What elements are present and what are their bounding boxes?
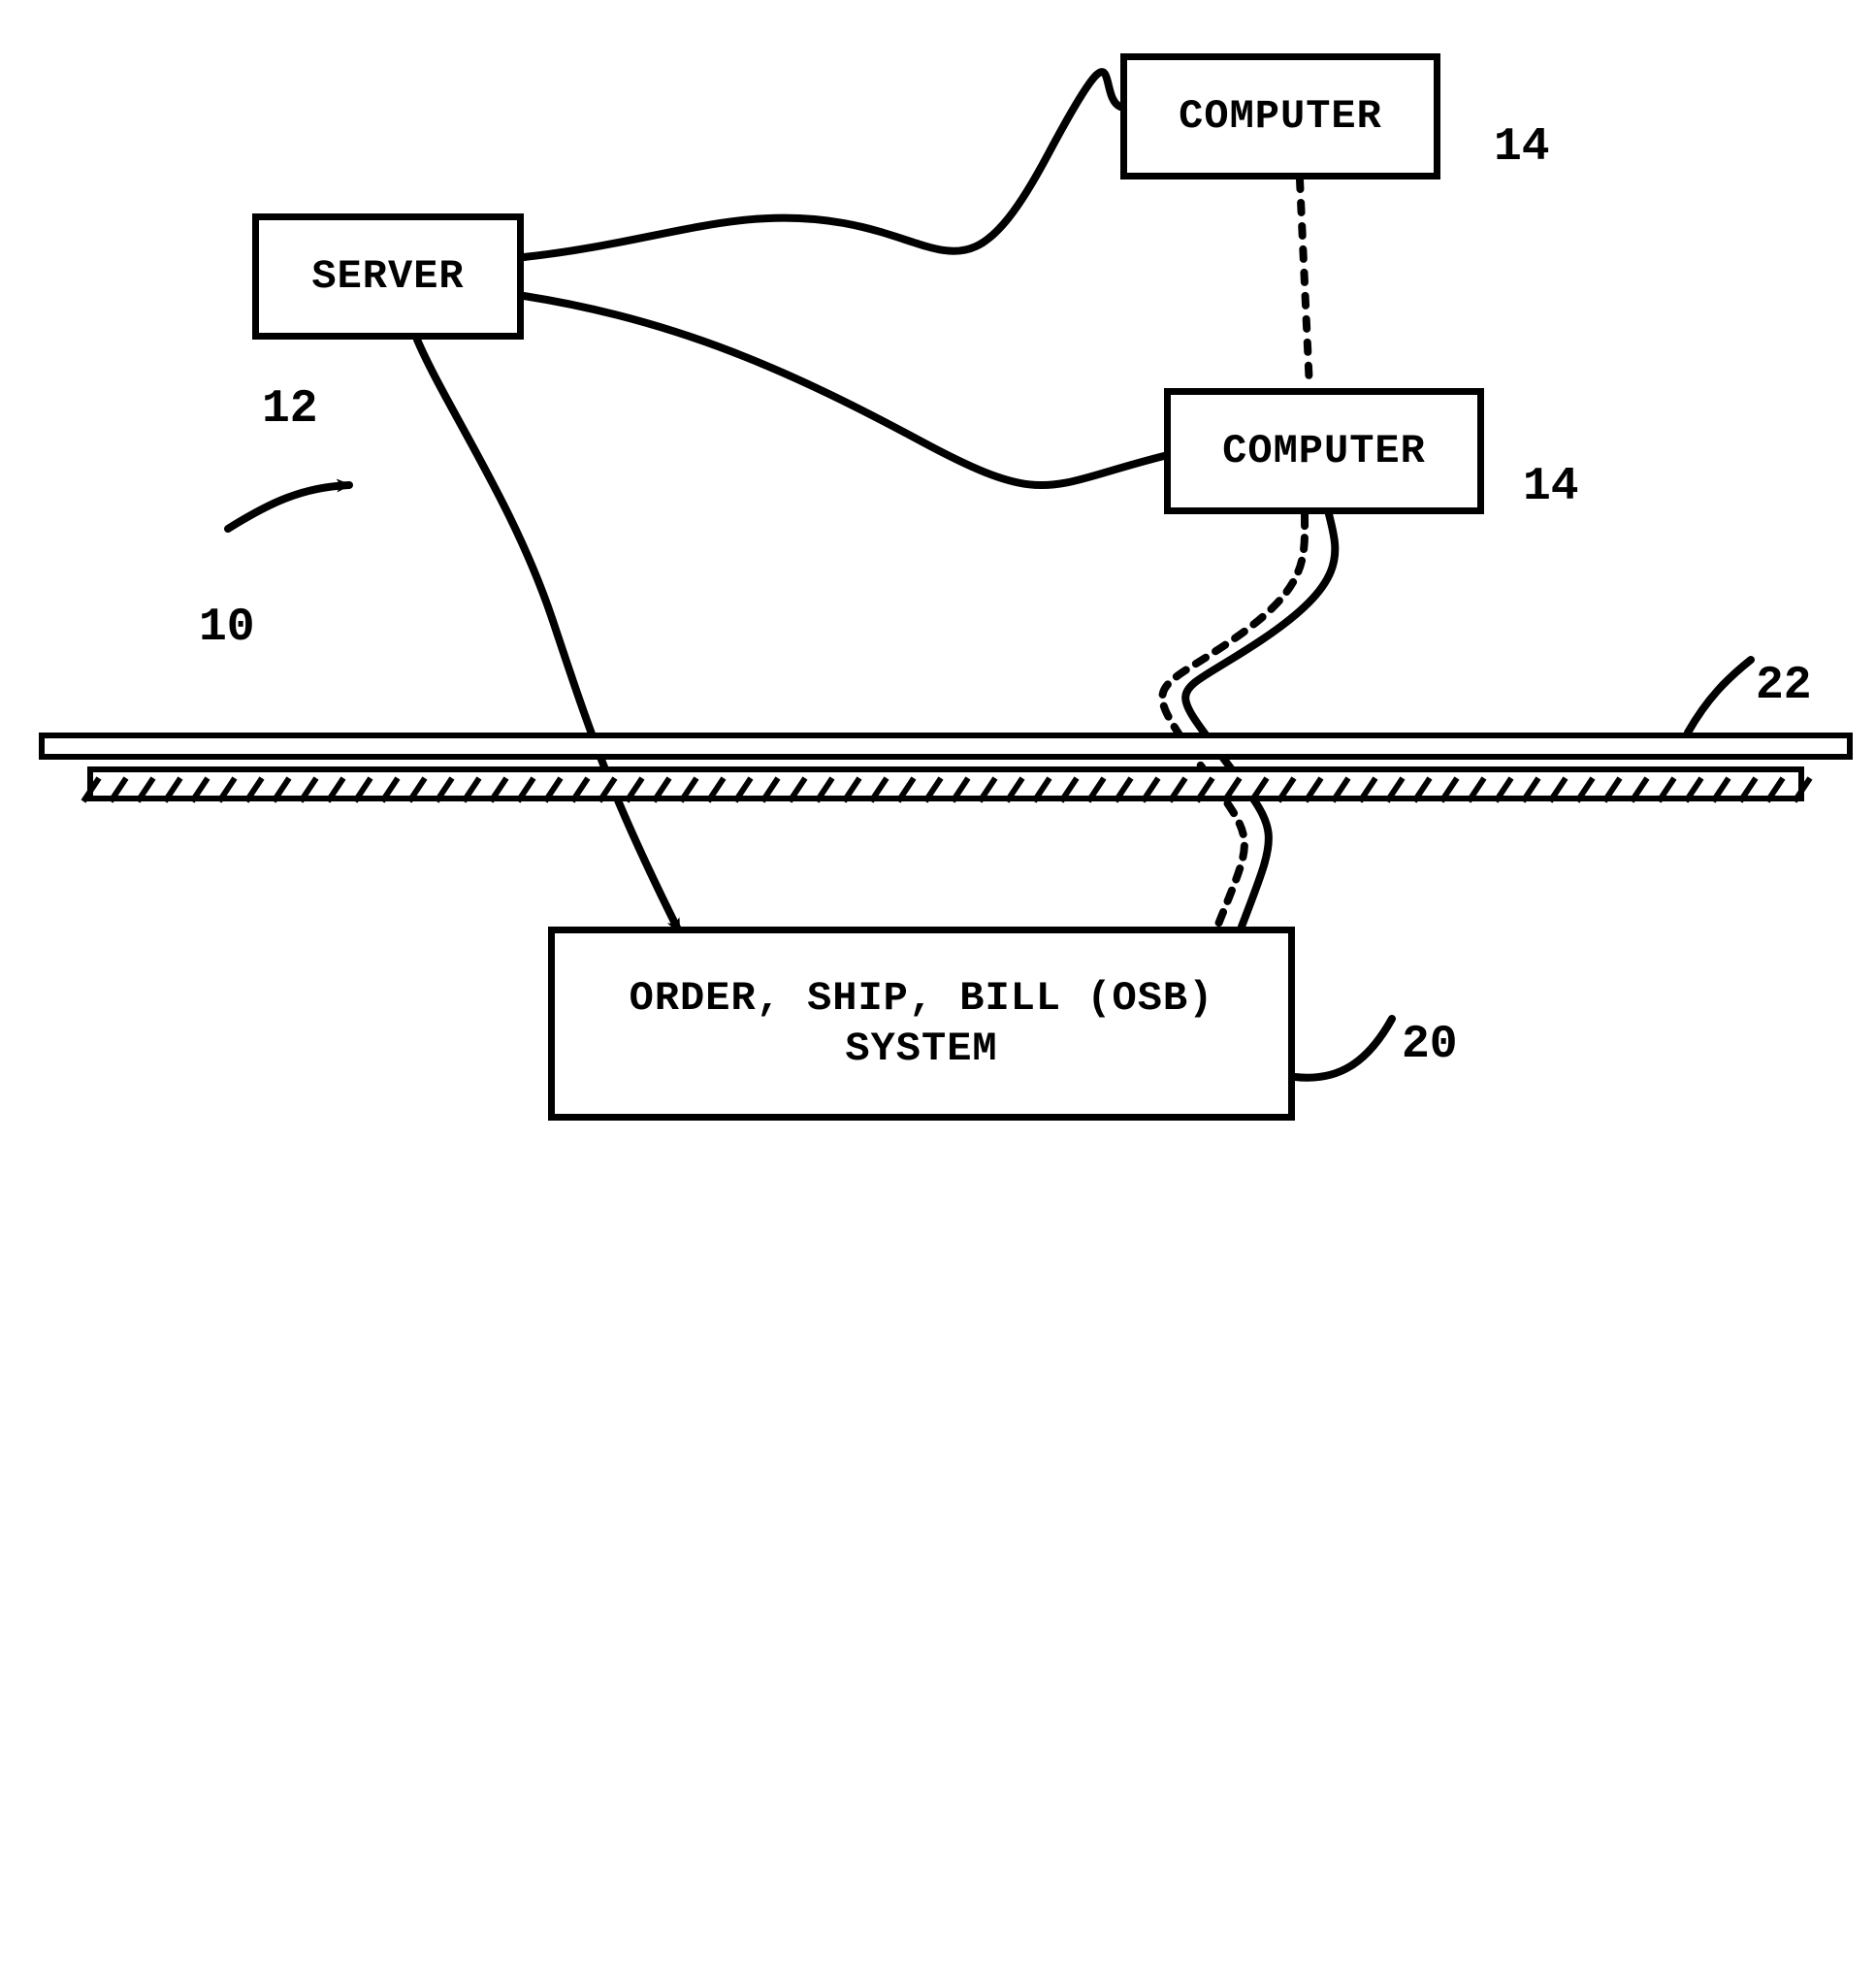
computer-bottom-node: COMPUTER xyxy=(1164,388,1484,514)
server-to-computer-bottom xyxy=(524,296,1164,485)
ref-label-14-bottom: 14 xyxy=(1523,461,1579,513)
computer-bottom-node-label: COMPUTER xyxy=(1222,426,1426,477)
server-node-label: SERVER xyxy=(311,251,464,303)
computer-top-to-bottom-dotted xyxy=(1300,179,1309,388)
firewall-inner-strip xyxy=(87,766,1804,801)
computer-top-node-label: COMPUTER xyxy=(1179,91,1382,143)
server-node: SERVER xyxy=(252,213,524,340)
server-to-computer-top xyxy=(524,72,1120,257)
ref-22-leader xyxy=(1688,660,1751,733)
osb-system-node: ORDER, SHIP, BILL (OSB) SYSTEM xyxy=(548,927,1295,1121)
ref-label-12: 12 xyxy=(262,383,318,436)
osb-system-node-label: ORDER, SHIP, BILL (OSB) SYSTEM xyxy=(630,973,1214,1075)
ref-10-arrow xyxy=(228,485,349,529)
ref-label-14-top: 14 xyxy=(1494,121,1550,174)
ref-label-20: 20 xyxy=(1402,1019,1458,1071)
diagram-stage: SERVER COMPUTER COMPUTER ORDER, SHIP, BI… xyxy=(0,0,1875,1210)
firewall-outer-strip xyxy=(39,733,1853,760)
ref-label-22: 22 xyxy=(1756,660,1812,712)
computer-top-node: COMPUTER xyxy=(1120,53,1440,179)
ref-label-10: 10 xyxy=(199,602,255,654)
